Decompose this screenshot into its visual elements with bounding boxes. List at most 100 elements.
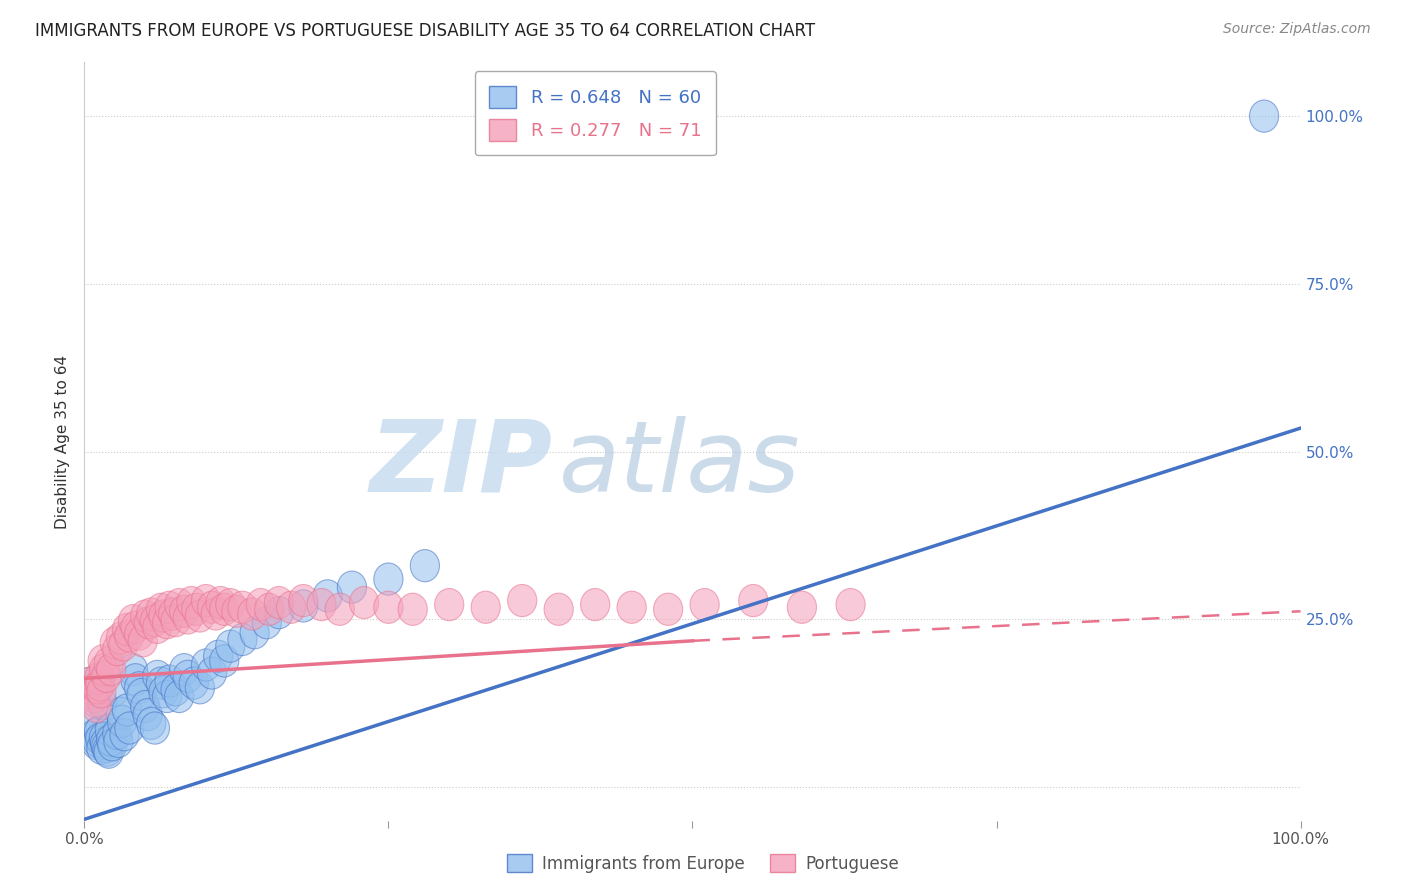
Ellipse shape <box>89 654 118 686</box>
Ellipse shape <box>204 640 233 673</box>
Ellipse shape <box>146 667 176 699</box>
Ellipse shape <box>136 598 166 630</box>
Ellipse shape <box>374 563 404 595</box>
Ellipse shape <box>143 611 172 643</box>
Ellipse shape <box>288 584 318 616</box>
Ellipse shape <box>118 605 148 637</box>
Ellipse shape <box>94 736 124 768</box>
Ellipse shape <box>79 677 107 709</box>
Ellipse shape <box>252 607 281 639</box>
Ellipse shape <box>134 607 163 639</box>
Ellipse shape <box>82 690 111 723</box>
Ellipse shape <box>228 624 257 656</box>
Ellipse shape <box>654 593 683 625</box>
Ellipse shape <box>121 664 150 696</box>
Text: atlas: atlas <box>558 416 800 513</box>
Text: Source: ZipAtlas.com: Source: ZipAtlas.com <box>1223 22 1371 37</box>
Ellipse shape <box>314 580 342 612</box>
Ellipse shape <box>170 654 198 686</box>
Ellipse shape <box>86 723 115 755</box>
Ellipse shape <box>89 687 117 719</box>
Ellipse shape <box>288 590 318 622</box>
Ellipse shape <box>76 667 105 699</box>
Ellipse shape <box>125 672 153 704</box>
Ellipse shape <box>98 729 127 761</box>
Ellipse shape <box>104 725 134 757</box>
Ellipse shape <box>209 645 239 677</box>
Ellipse shape <box>89 722 118 755</box>
Ellipse shape <box>91 731 121 763</box>
Ellipse shape <box>837 589 865 621</box>
Ellipse shape <box>159 598 188 630</box>
Text: ZIP: ZIP <box>370 416 553 513</box>
Ellipse shape <box>152 681 181 713</box>
Ellipse shape <box>264 586 294 619</box>
Ellipse shape <box>350 586 378 619</box>
Ellipse shape <box>134 698 162 731</box>
Ellipse shape <box>107 622 135 654</box>
Ellipse shape <box>186 672 215 704</box>
Ellipse shape <box>177 586 207 619</box>
Ellipse shape <box>83 725 112 757</box>
Text: IMMIGRANTS FROM EUROPE VS PORTUGUESE DISABILITY AGE 35 TO 64 CORRELATION CHART: IMMIGRANTS FROM EUROPE VS PORTUGUESE DIS… <box>35 22 815 40</box>
Ellipse shape <box>197 657 226 690</box>
Ellipse shape <box>173 660 202 692</box>
Ellipse shape <box>107 698 135 730</box>
Ellipse shape <box>84 662 114 695</box>
Ellipse shape <box>152 607 181 639</box>
Ellipse shape <box>100 673 129 706</box>
Ellipse shape <box>80 707 108 739</box>
Ellipse shape <box>100 627 129 659</box>
Ellipse shape <box>165 681 194 713</box>
Ellipse shape <box>508 584 537 616</box>
Y-axis label: Disability Age 35 to 64: Disability Age 35 to 64 <box>55 354 70 529</box>
Ellipse shape <box>1250 100 1278 132</box>
Ellipse shape <box>228 591 257 624</box>
Ellipse shape <box>103 717 132 749</box>
Ellipse shape <box>97 724 125 756</box>
Ellipse shape <box>90 727 120 760</box>
Ellipse shape <box>115 712 143 744</box>
Ellipse shape <box>215 589 245 621</box>
Ellipse shape <box>91 660 121 692</box>
Ellipse shape <box>118 654 148 686</box>
Ellipse shape <box>84 716 114 748</box>
Ellipse shape <box>128 624 157 657</box>
Ellipse shape <box>222 595 252 627</box>
Ellipse shape <box>201 598 231 630</box>
Ellipse shape <box>398 593 427 625</box>
Ellipse shape <box>131 600 160 632</box>
Ellipse shape <box>93 734 122 766</box>
Ellipse shape <box>179 667 208 699</box>
Ellipse shape <box>215 630 245 662</box>
Ellipse shape <box>89 645 117 677</box>
Ellipse shape <box>277 591 305 624</box>
Ellipse shape <box>80 681 108 713</box>
Ellipse shape <box>127 679 156 711</box>
Ellipse shape <box>264 597 294 629</box>
Ellipse shape <box>240 616 269 648</box>
Ellipse shape <box>155 665 184 698</box>
Ellipse shape <box>165 589 194 621</box>
Ellipse shape <box>82 727 111 760</box>
Ellipse shape <box>207 586 235 619</box>
Ellipse shape <box>544 593 574 625</box>
Ellipse shape <box>103 633 132 665</box>
Ellipse shape <box>170 595 198 627</box>
Ellipse shape <box>617 591 647 624</box>
Ellipse shape <box>374 591 404 624</box>
Ellipse shape <box>434 589 464 621</box>
Ellipse shape <box>108 629 138 661</box>
Ellipse shape <box>97 654 125 686</box>
Ellipse shape <box>136 707 166 739</box>
Ellipse shape <box>112 694 142 726</box>
Ellipse shape <box>209 593 239 625</box>
Ellipse shape <box>738 584 768 616</box>
Ellipse shape <box>141 605 170 637</box>
Ellipse shape <box>238 598 267 630</box>
Ellipse shape <box>87 732 115 764</box>
Ellipse shape <box>149 676 179 708</box>
Ellipse shape <box>581 589 610 621</box>
Ellipse shape <box>76 667 105 699</box>
Ellipse shape <box>690 589 720 621</box>
